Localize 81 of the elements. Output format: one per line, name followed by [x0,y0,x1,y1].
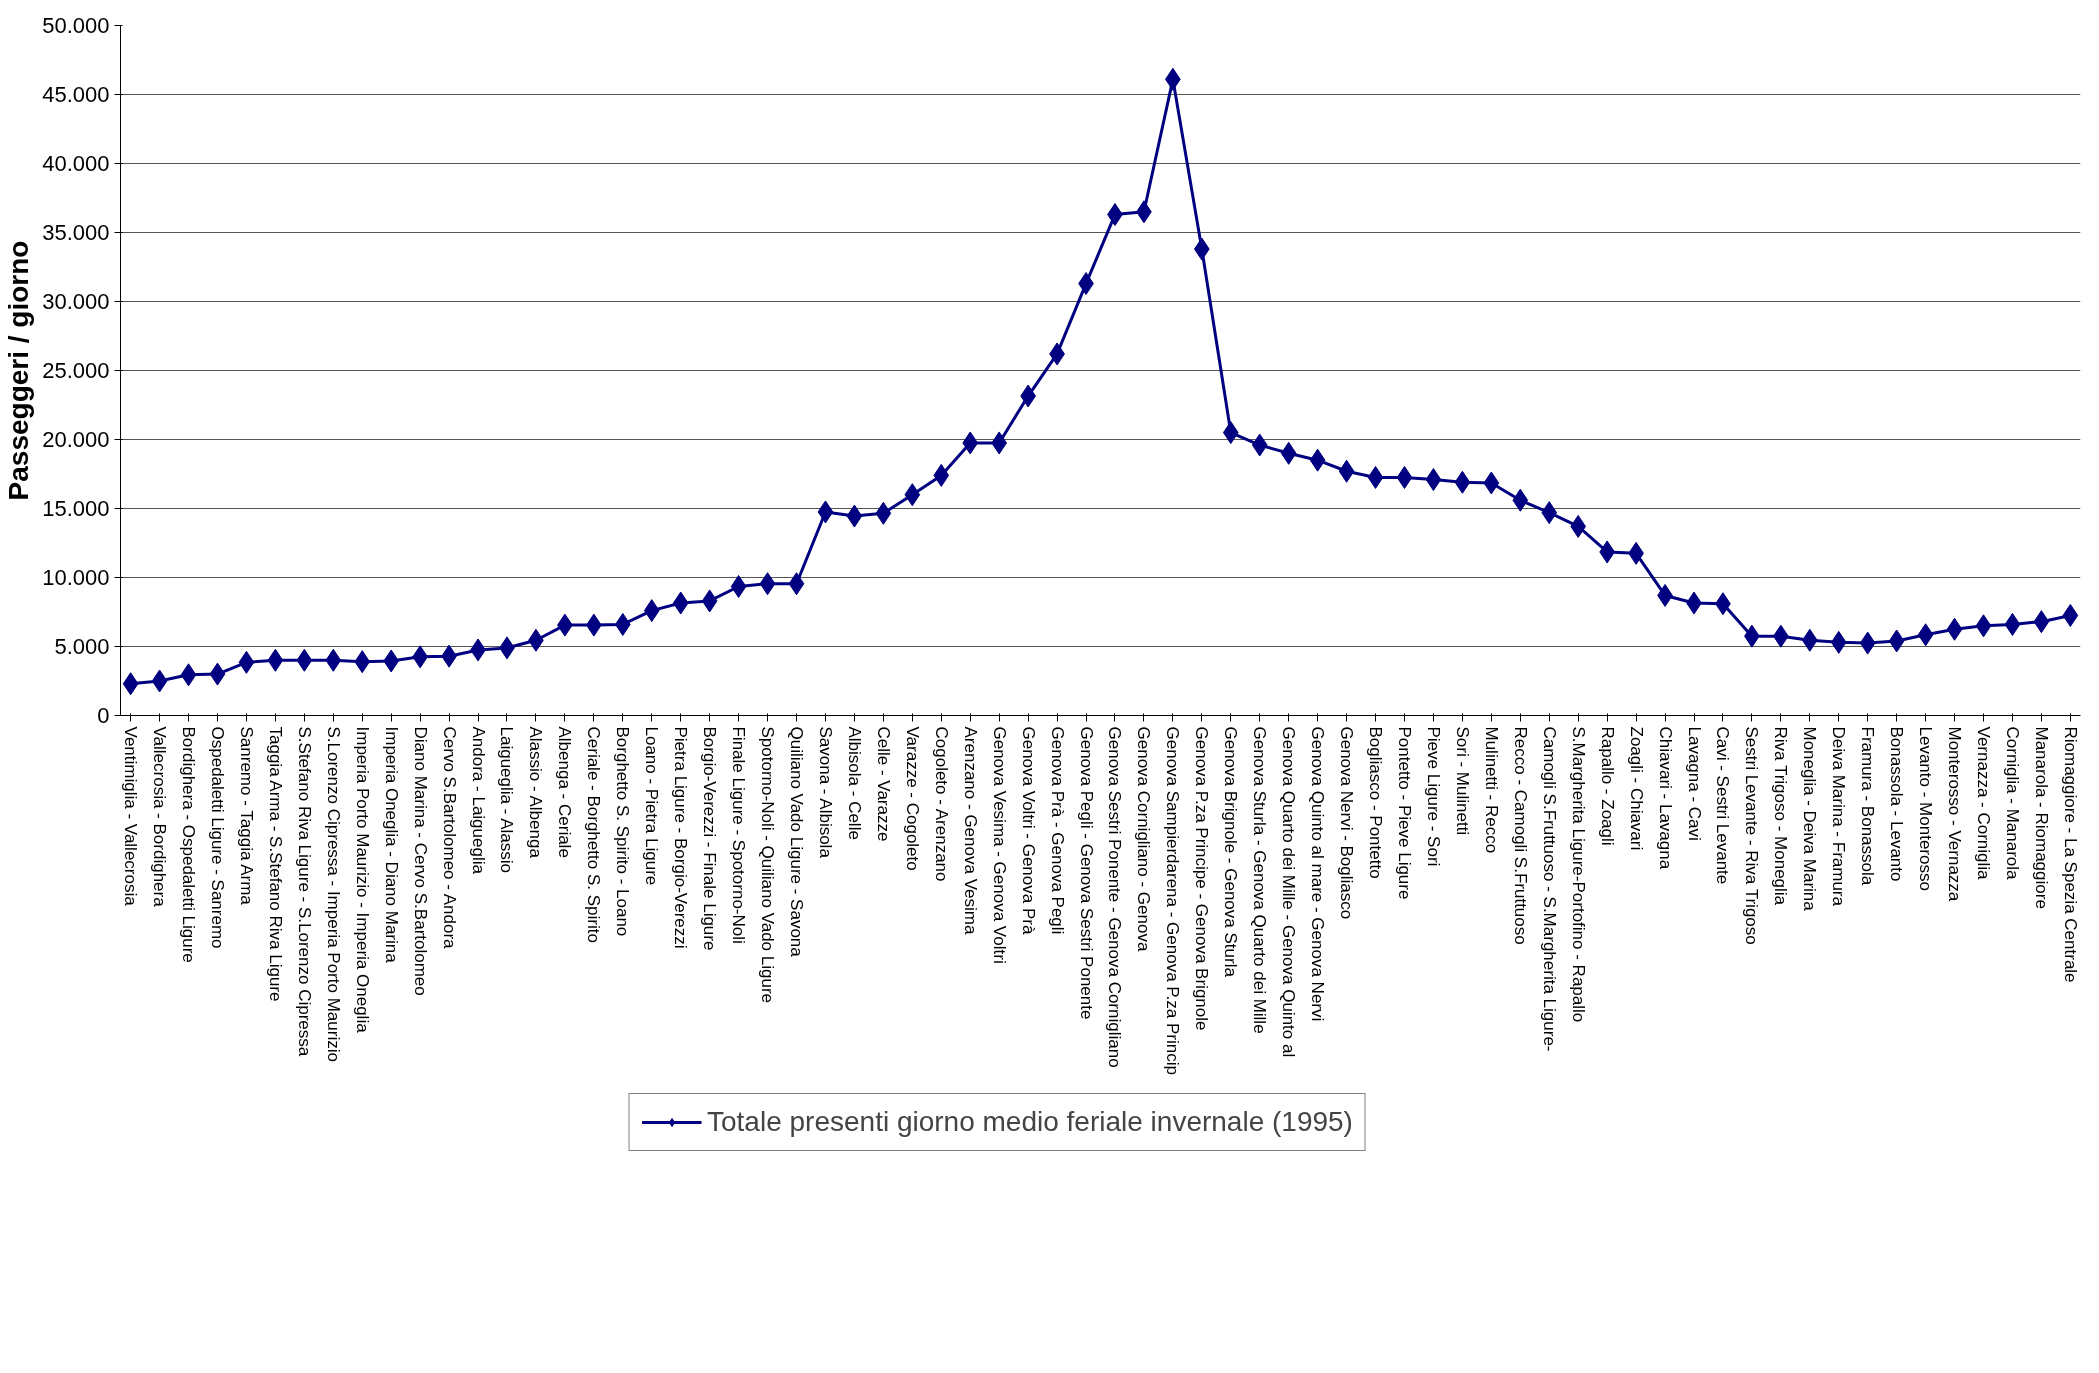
y-tick-label: 30.000 [42,289,110,314]
x-tick-label: Vallecrosia - Bordighera [150,726,170,908]
x-tick-label: Zoagli - Chiavari [1626,726,1646,851]
x-tick-label: Taggia Arma - S.Stefano Riva Ligure [265,726,285,1002]
x-tick-label: Arenzano - Genova Vesima [960,726,980,935]
y-tick-label: 10.000 [42,565,110,590]
x-tick-label: Bogliasco - Pontetto [1366,726,1386,879]
x-tick-label: Bordighera - Ospedaletti Ligure [179,726,199,963]
y-tick-label: 45.000 [42,82,110,107]
x-tick-label: Cervo S.Bartolomeo - Andora [439,726,459,950]
x-tick-label: Imperia Porto Maurizio - Imperia Oneglia [352,726,372,1034]
x-tick-label: Loano - Pietra Ligure [642,726,662,886]
x-tick-label: Mulinetti - Recco [1481,726,1501,854]
x-tick-label: Rapallo - Zoagli [1597,726,1617,846]
y-tick-label: 50.000 [42,13,110,38]
x-tick-label: Albenga - Ceriale [555,726,575,858]
x-tick-label: Genova Cornigliano - Genova [1134,726,1154,952]
x-tick-label: Ospedaletti Ligure - Sanremo [207,726,227,949]
x-tick-label: Savona - Albisola [815,726,835,859]
x-tick-label: Imperia Oneglia - Diano Marina [381,726,401,964]
x-tick-label: Spotorno-Noli - Quiliano Vado Ligure [758,726,778,1004]
x-tick-label: S.Margherita Ligure-Portofino - Rapallo [1568,726,1588,1023]
x-tick-label: Quiliano Vado Ligure - Savona [787,726,807,958]
x-tick-label: Framura - Bonassola [1858,726,1878,886]
x-tick-label: Genova Sturla - Genova Quarto dei Mille [1250,726,1270,1034]
x-tick-label: Genova Quinto al mare - Genova Nervi [1308,726,1328,1022]
x-tick-label: Genova Pegli - Genova Sestri Ponente [1076,726,1096,1020]
y-tick-label: 25.000 [42,358,110,383]
x-tick-label: Genova P.za Principe - Genova Brignole [1192,726,1212,1031]
x-tick-label: Moneglia - Deiva Marina [1800,726,1820,912]
x-tick-label: Albisola - Celle [844,726,864,840]
x-tick-label: Pieve Ligure - Sori [1423,726,1443,867]
x-tick-label: Varazze - Cogoleto [902,726,922,871]
y-tick-label: 15.000 [42,496,110,521]
x-tick-label: Bonassola - Levanto [1887,726,1907,882]
x-tick-label: Corniglia - Manarola [2002,726,2022,881]
y-tick-label: 35.000 [42,220,110,245]
x-tick-label: Genova Quarto dei Mille - Genova Quinto al [1279,726,1299,1058]
x-tick-label: S.Stefano Riva Ligure - S.Lorenzo Cipressa [294,726,314,1057]
x-tick-label: Alassio - Albenga [526,726,546,859]
y-tick-label: 0 [97,703,110,728]
x-tick-label: S.Lorenzo Cipressa - Imperia Porto Maurizio [323,726,343,1062]
x-tick-label: Sori - Mulinetti [1452,726,1472,836]
x-tick-label: Riomaggiore - La Spezia Centrale [2060,726,2080,983]
x-tick-label: Ventimiglia - Vallecrosia [121,726,141,907]
x-tick-label: Borghetto S. Spirito - Loano [613,726,633,937]
x-tick-label: Deiva Marina - Framura [1829,726,1849,907]
x-tick-label: Genova Brignole - Genova Sturla [1221,726,1241,978]
x-tick-label: Genova Sestri Ponente - Genova Cornigliano [1105,726,1125,1068]
legend-label: Totale presenti giorno medio feriale invernale (1995) [707,1106,1353,1138]
x-tick-label: Sanremo - Taggia Arma [236,726,256,906]
x-tick-label: Laigueglia - Alassio [497,726,517,873]
x-tick-label: Chiavari - Lavagna [1655,726,1675,870]
x-tick-label: Recco - Camogli S.Fruttuoso [1510,726,1530,945]
x-tick-label: Riva Trigoso - Moneglia [1771,726,1791,906]
x-tick-label: Celle - Varazze [873,726,893,842]
x-tick-label: Camogli S.Fruttuoso - S.Margherita Ligure- [1539,726,1559,1052]
x-tick-label: Finale Ligure - Spotorno-Noli [729,726,749,944]
x-tick-label: Borgio-Verezzi - Finale Ligure [700,726,720,951]
x-tick-label: Genova Voltri - Genova Prà [1018,726,1038,935]
x-tick-label: Pietra Ligure - Borgio-Verezzi [671,726,691,949]
x-tick-label: Andora - Laigueglia [468,726,488,875]
y-axis-title: Passeggeri / giorno [3,240,35,501]
x-tick-label: Genova Prà - Genova Pegli [1047,726,1067,935]
y-tick-label: 20.000 [42,427,110,452]
x-tick-label: Ceriale - Borghetto S. Spirito [584,726,604,943]
x-tick-label: Lavagna - Cavi [1684,726,1704,841]
y-tick-label: 5.000 [54,634,110,659]
x-tick-label: Pontetto - Pieve Ligure [1394,726,1414,900]
x-tick-label: Vernazza - Corniglia [1974,726,1994,881]
y-tick-label: 40.000 [42,151,110,176]
x-tick-label: Manarola - Riomaggiore [2031,726,2051,909]
x-tick-label: Levanto - Monterosso [1916,726,1936,891]
x-tick-label: Genova Vesima - Genova Voltri [989,726,1009,964]
x-tick-label: Diano Marina - Cervo S.Bartolomeo [410,726,430,996]
x-tick-label: Cavi - Sestri Levante [1713,726,1733,885]
x-tick-label: Genova Sampierdarena - Genova P.za Princip [1163,726,1183,1075]
x-tick-label: Sestri Levante - Riva Trigoso [1742,726,1762,945]
x-tick-label: Cogoleto - Arenzano [931,726,951,882]
x-tick-label: Genova Nervi - Bogliasco [1337,726,1357,920]
x-tick-label: Monterosso - Vernazza [1945,726,1965,902]
